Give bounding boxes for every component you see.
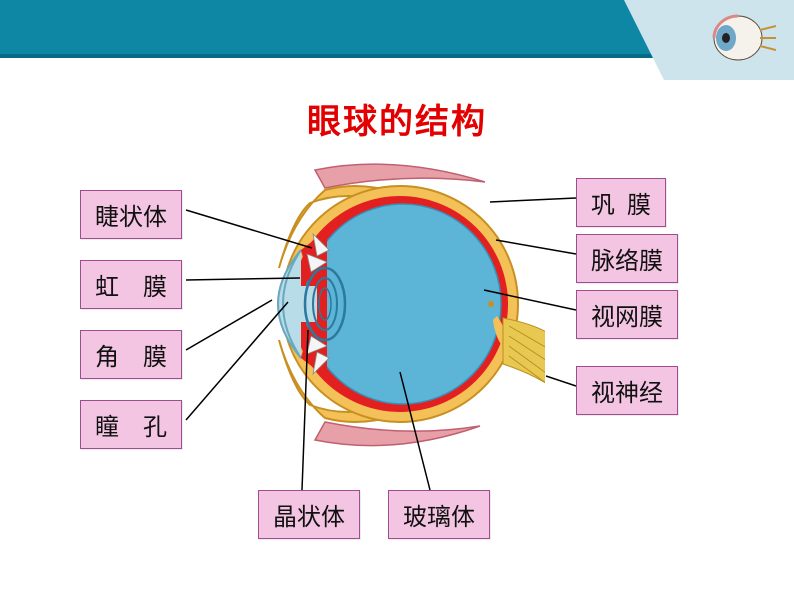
- label-vitreous: 玻璃体: [388, 490, 490, 539]
- label-optic-nerve: 视神经: [576, 366, 678, 415]
- label-text: 虹膜: [95, 274, 167, 301]
- eye-corner-icon: [704, 8, 776, 68]
- label-text: 玻璃体: [403, 504, 475, 531]
- label-text: 巩膜: [591, 192, 651, 219]
- label-choroid: 脉络膜: [576, 234, 678, 283]
- label-pupil: 瞳孔: [80, 400, 182, 449]
- label-text: 睫状体: [95, 204, 167, 231]
- label-text: 脉络膜: [591, 248, 663, 275]
- label-ciliary-body: 睫状体: [80, 190, 182, 239]
- label-text: 视神经: [591, 380, 663, 407]
- label-retina: 视网膜: [576, 290, 678, 339]
- label-lens: 晶状体: [258, 490, 360, 539]
- label-text: 瞳孔: [95, 414, 167, 441]
- label-text: 角膜: [95, 344, 167, 371]
- eye-diagram: 睫状体 虹膜 角膜 瞳孔 巩膜 脉络膜 视网膜 视神经 晶状体 玻璃体: [0, 160, 794, 580]
- label-text: 晶状体: [273, 504, 345, 531]
- label-cornea: 角膜: [80, 330, 182, 379]
- diagram-title: 眼球的结构: [0, 94, 794, 143]
- label-iris: 虹膜: [80, 260, 182, 309]
- label-sclera: 巩膜: [576, 178, 666, 227]
- label-text: 视网膜: [591, 304, 663, 331]
